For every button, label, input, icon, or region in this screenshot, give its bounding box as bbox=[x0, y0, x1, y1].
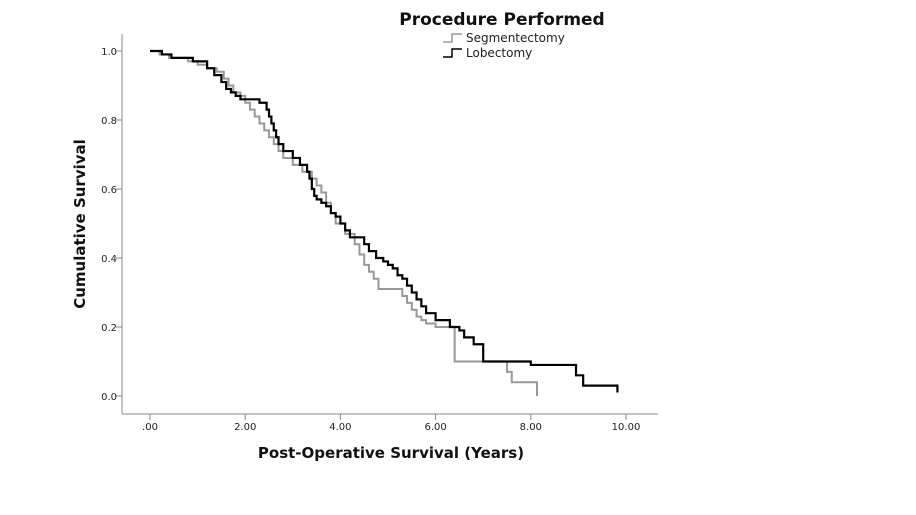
y-axis-title: Cumulative Survival bbox=[71, 139, 89, 309]
x-axis-title: Post-Operative Survival (Years) bbox=[258, 444, 524, 462]
y-tick-label: 0.8 bbox=[101, 116, 117, 127]
x-tick-label: 2.00 bbox=[234, 422, 256, 433]
y-tick-label: 0.2 bbox=[101, 323, 117, 334]
x-tick-label: 10.00 bbox=[612, 422, 641, 433]
legend-swatch-segmentectomy bbox=[443, 33, 462, 43]
legend-label-segmentectomy: Segmentectomy bbox=[466, 31, 565, 45]
y-tick-label: 0.6 bbox=[101, 185, 117, 196]
y-tick-group: 0.0 0.2 0.4 0.6 0.8 1.0 bbox=[101, 47, 122, 403]
y-tick-label: 1.0 bbox=[101, 47, 117, 58]
legend-label-lobectomy: Lobectomy bbox=[466, 46, 532, 60]
x-tick-label: 4.00 bbox=[329, 422, 351, 433]
legend: Procedure Performed SegmentectomyLobecto… bbox=[399, 10, 604, 60]
x-tick-group: .00 2.00 4.00 6.00 8.00 10.00 bbox=[142, 414, 640, 433]
x-tick-label: 6.00 bbox=[424, 422, 446, 433]
series-line-lobectomy bbox=[150, 49, 619, 393]
x-tick-label: .00 bbox=[142, 422, 158, 433]
legend-swatch-lobectomy bbox=[443, 48, 462, 58]
axes bbox=[121, 34, 658, 415]
x-tick-label: 8.00 bbox=[520, 422, 542, 433]
y-tick-label: 0.4 bbox=[101, 254, 117, 265]
legend-title: Procedure Performed bbox=[399, 10, 604, 30]
series-group bbox=[150, 49, 619, 396]
series-line-segmentectomy bbox=[150, 50, 538, 396]
y-tick-label: 0.0 bbox=[101, 392, 117, 403]
